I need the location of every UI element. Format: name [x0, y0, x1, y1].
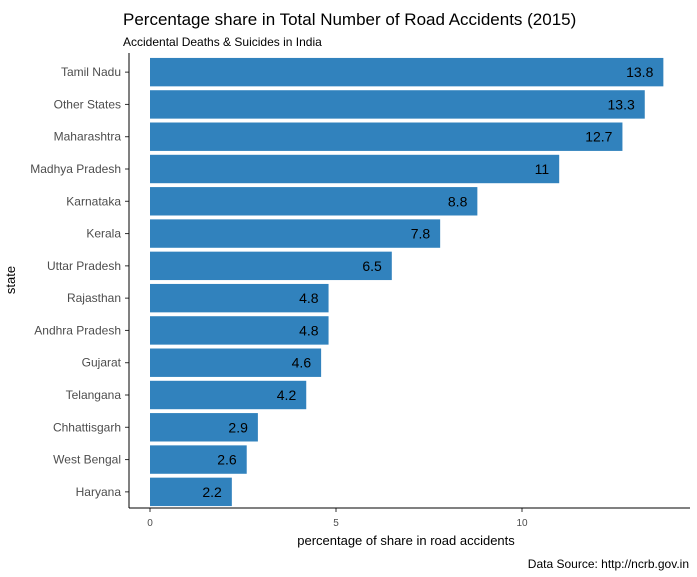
bar [150, 348, 322, 377]
y-tick-label: Rajasthan [67, 291, 121, 305]
bar-value-label: 2.6 [217, 452, 237, 468]
y-tick-label: Kerala [86, 227, 121, 241]
bar [150, 445, 247, 474]
y-tick-label: Chhattisgarh [53, 420, 121, 434]
y-tick-label: Uttar Pradesh [47, 259, 121, 273]
y-tick-label: Madhya Pradesh [30, 162, 121, 176]
y-axis-label: state [3, 266, 18, 294]
x-axis-label: percentage of share in road accidents [297, 533, 515, 548]
x-axis: 0 5 10 [147, 508, 528, 529]
bar-value-label: 4.8 [299, 290, 319, 306]
y-tick-label: Andhra Pradesh [34, 323, 121, 337]
bar [150, 251, 392, 281]
y-tick-label: Maharashtra [54, 130, 122, 144]
y-axis: Tamil Nadu Other States Maharashtra Madhya … [30, 65, 129, 499]
bar-value-label: 2.9 [228, 419, 248, 435]
bar-group: 13.8 13.3 12.7 11 8.8 7.8 6.5 4.8 4.8 4.6 4.2 2.9 2.… [150, 57, 664, 507]
bar [150, 316, 329, 345]
bar-value-label: 6.5 [362, 258, 382, 274]
y-tick-label: Karnataka [66, 194, 121, 208]
bar [150, 477, 232, 507]
y-tick-label: West Bengal [53, 453, 121, 467]
bar-value-label: 13.8 [626, 64, 653, 80]
bar [150, 122, 623, 151]
bar-value-label: 4.8 [299, 322, 319, 338]
bar [150, 187, 478, 216]
y-tick-label: Telangana [66, 388, 122, 402]
y-tick-label: Tamil Nadu [61, 65, 121, 79]
x-tick-label: 0 [147, 518, 153, 529]
bar-value-label: 4.6 [292, 355, 312, 371]
bar [150, 154, 560, 184]
x-tick-label: 10 [516, 518, 528, 529]
bar-value-label: 8.8 [448, 193, 468, 209]
x-tick-label: 5 [333, 518, 339, 529]
bar-value-label: 7.8 [411, 226, 431, 242]
bar-value-label: 4.2 [277, 387, 297, 403]
bar [150, 57, 664, 87]
bar-value-label: 11 [535, 161, 550, 177]
bar-value-label: 13.3 [608, 96, 635, 112]
bar [150, 219, 441, 248]
bar [150, 380, 307, 410]
chart-caption: Data Source: http://ncrb.gov.in [528, 557, 689, 571]
bar [150, 283, 329, 313]
bar [150, 90, 645, 119]
y-tick-label: Other States [54, 97, 121, 111]
chart-title: Percentage share in Total Number of Road… [123, 10, 576, 29]
bar-value-label: 12.7 [585, 129, 612, 145]
bar [150, 413, 258, 442]
chart-subtitle: Accidental Deaths & Suicides in India [123, 35, 322, 49]
bar-value-label: 2.2 [202, 484, 222, 500]
y-tick-label: Haryana [76, 485, 122, 499]
y-tick-label: Gujarat [82, 356, 122, 370]
